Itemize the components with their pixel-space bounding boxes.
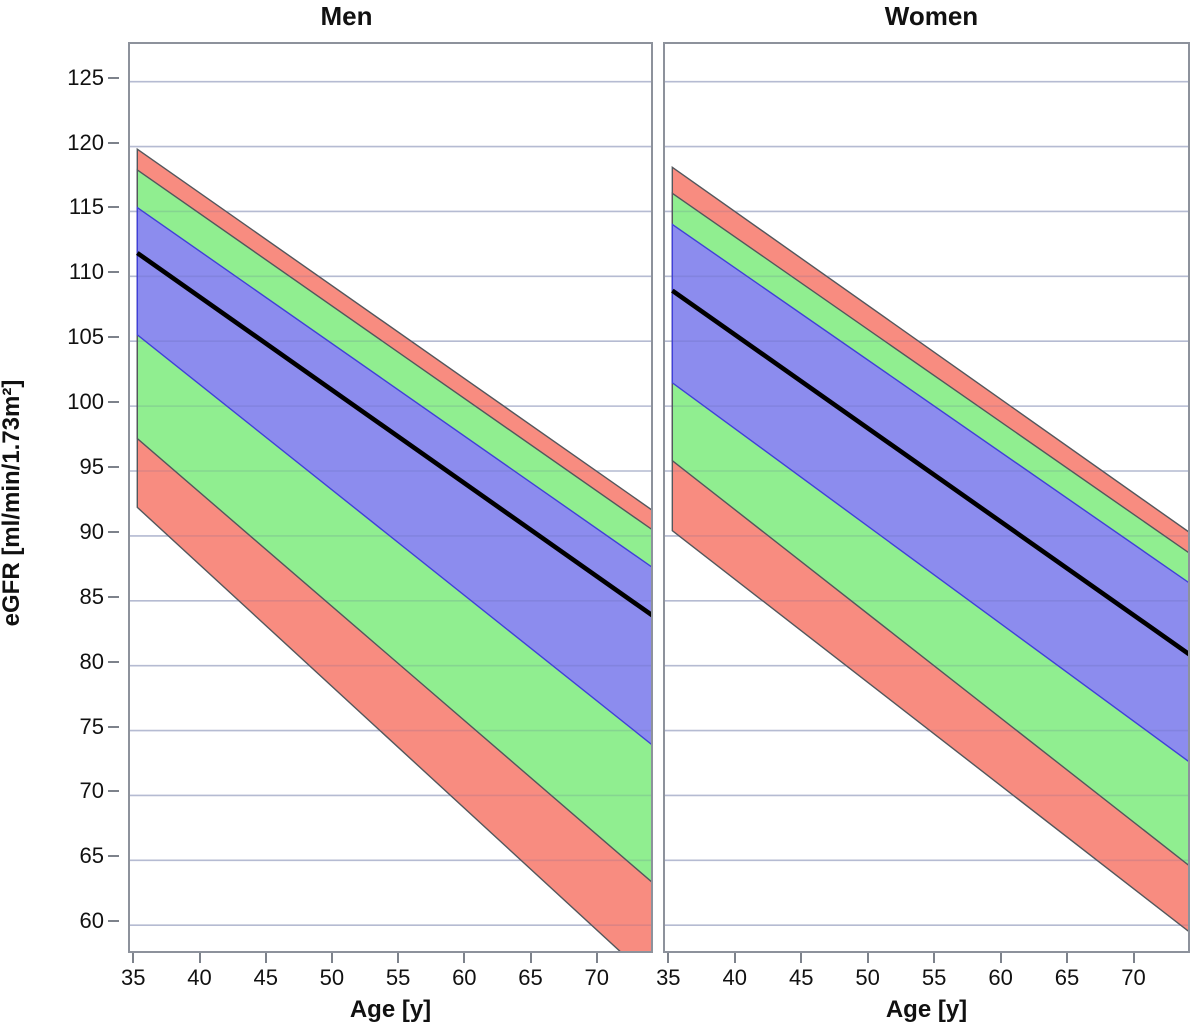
plot-panel-women xyxy=(663,42,1190,953)
y-tick-label-70: 70 xyxy=(79,778,104,804)
y-tick-mark xyxy=(108,855,119,858)
x-axis-title-women: Age [y] xyxy=(885,996,968,1023)
women-median-line xyxy=(670,288,1188,657)
y-tick-label-85: 85 xyxy=(79,583,104,609)
y-tick-label-75: 75 xyxy=(79,713,104,739)
x-tick-label-women-70: 70 xyxy=(1121,965,1146,990)
x-tick-mark xyxy=(132,953,135,963)
y-tick-mark xyxy=(108,466,119,468)
x-tick-mark xyxy=(198,953,201,963)
x-tick-mark xyxy=(800,953,803,963)
y-tick-mark xyxy=(108,920,119,923)
y-tick-mark xyxy=(108,271,119,274)
y-tick-label-80: 80 xyxy=(79,648,104,674)
x-tick-label-women-65: 65 xyxy=(1054,965,1080,990)
x-tick-label-men-35: 35 xyxy=(121,965,146,990)
x-tick-label-women-40: 40 xyxy=(722,965,747,990)
x-tick-label-men-65: 65 xyxy=(518,965,543,990)
y-tick-label-110: 110 xyxy=(68,259,104,285)
y-tick-mark xyxy=(108,725,119,728)
x-tick-mark xyxy=(529,953,532,963)
x-tick-mark xyxy=(595,953,598,963)
x-tick-mark xyxy=(264,953,267,963)
y-tick-mark xyxy=(108,76,119,79)
y-tick-label-125: 125 xyxy=(67,64,104,90)
y-tick-label-100: 100 xyxy=(67,389,104,415)
y-tick-label-105: 105 xyxy=(67,324,104,350)
x-tick-label-men-45: 45 xyxy=(253,965,278,990)
women-inner-band-blue xyxy=(671,223,1188,762)
x-tick-label-men-40: 40 xyxy=(187,965,212,990)
x-tick-label-women-45: 45 xyxy=(788,965,814,990)
y-tick-mark xyxy=(108,206,119,209)
y-tick-mark xyxy=(108,401,119,404)
y-tick-label-95: 95 xyxy=(79,454,104,479)
x-tick-label-women-35: 35 xyxy=(656,965,681,990)
y-tick-label-65: 65 xyxy=(79,843,104,869)
x-tick-mark xyxy=(933,953,936,963)
x-tick-mark xyxy=(866,953,869,963)
plot-panel-men xyxy=(128,42,653,953)
x-tick-label-men-70: 70 xyxy=(584,965,609,990)
x-tick-label-men-60: 60 xyxy=(452,965,477,990)
y-tick-label-115: 115 xyxy=(68,194,104,220)
x-tick-mark xyxy=(667,953,670,963)
x-tick-label-women-55: 55 xyxy=(921,965,947,990)
x-tick-mark xyxy=(1066,953,1069,963)
x-tick-label-men-50: 50 xyxy=(319,965,345,990)
y-tick-mark xyxy=(108,336,119,339)
x-tick-label-women-60: 60 xyxy=(988,965,1013,990)
panel-title-women: Women xyxy=(884,1,979,31)
x-tick-label-men-55: 55 xyxy=(385,965,411,990)
panel-title-men: Men xyxy=(320,1,373,31)
x-tick-mark xyxy=(733,953,736,963)
y-tick-mark xyxy=(108,595,119,598)
y-tick-mark xyxy=(108,530,119,533)
men-median-line xyxy=(135,251,651,618)
y-tick-label-90: 90 xyxy=(79,518,104,544)
y-tick-label-60: 60 xyxy=(79,908,104,934)
y-tick-mark xyxy=(108,660,119,663)
x-tick-mark xyxy=(397,953,400,963)
y-axis-title: eGFR [ml/min/1.73m²] xyxy=(0,379,25,627)
y-tick-mark xyxy=(108,141,119,144)
y-tick-mark xyxy=(108,790,119,793)
x-tick-mark xyxy=(463,953,466,963)
x-tick-mark xyxy=(330,953,333,963)
x-axis-title-men: Age [y] xyxy=(349,996,432,1023)
x-tick-mark xyxy=(1132,953,1135,963)
y-tick-label-120: 120 xyxy=(67,129,104,155)
x-tick-mark xyxy=(999,953,1002,963)
x-tick-label-women-50: 50 xyxy=(855,965,880,990)
